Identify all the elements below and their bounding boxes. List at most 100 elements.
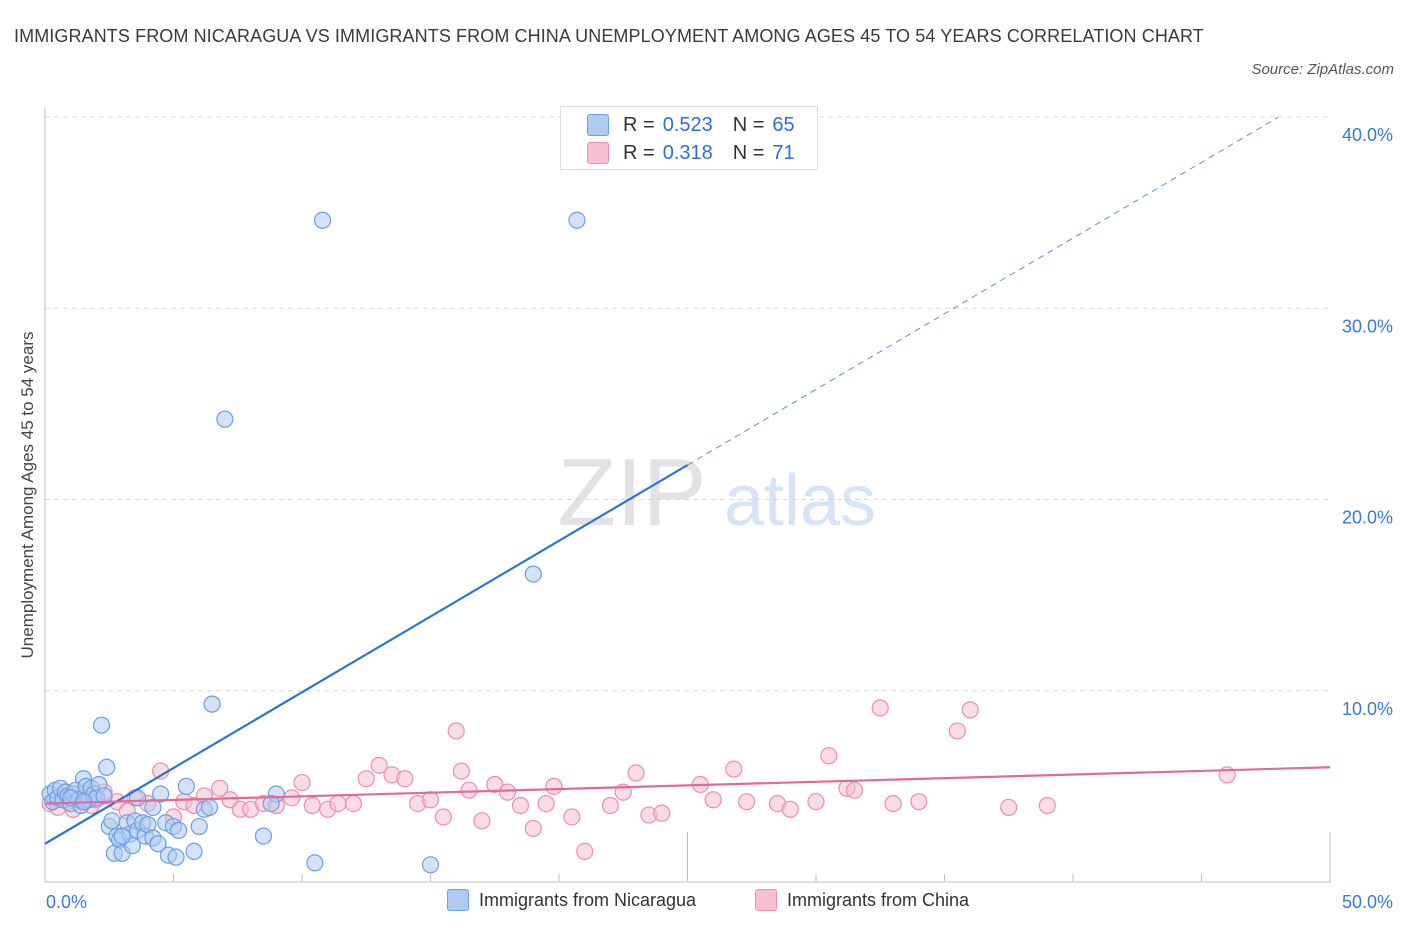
legend-item-nicaragua[interactable]: Immigrants from Nicaragua	[447, 889, 696, 911]
watermark: ZIP atlas	[557, 439, 876, 546]
china-r-value: 0.318	[662, 141, 713, 164]
nicaragua-point	[185, 842, 203, 861]
china-point	[421, 791, 440, 809]
y-tick-label: 20.0%	[1342, 508, 1393, 528]
china-point	[738, 793, 756, 811]
china-point	[460, 781, 478, 799]
china-point	[781, 800, 799, 818]
nicaragua-point	[167, 848, 185, 866]
nicaragua-r-value: 0.523	[662, 113, 713, 136]
nicaragua-point	[306, 854, 324, 872]
china-point	[434, 808, 452, 826]
nicaragua-point	[113, 827, 131, 845]
china-point	[871, 699, 889, 717]
china-legend-swatch	[755, 889, 777, 911]
china-point	[653, 804, 671, 822]
china-point	[211, 779, 229, 797]
china-point	[961, 701, 979, 719]
nicaragua-points	[41, 211, 586, 874]
china-trend-line	[44, 766, 1331, 805]
y-tick-label: 10.0%	[1342, 699, 1393, 719]
source-note: Source: ZipAtlas.com	[1251, 61, 1394, 78]
nicaragua-legend-swatch	[447, 889, 469, 911]
nicaragua-point	[149, 835, 167, 853]
china-point	[303, 796, 321, 815]
nicaragua-trend-extension	[687, 116, 1279, 466]
china-point	[601, 796, 620, 815]
china-legend-label: Immigrants from China	[787, 889, 970, 910]
legend-row-china: R = 0.318 N = 71	[587, 141, 795, 165]
watermark-atlas: atlas	[724, 461, 876, 541]
china-point	[329, 794, 347, 813]
nicaragua-point	[421, 856, 440, 874]
china-point	[845, 781, 864, 799]
nicaragua-point	[103, 812, 121, 830]
china-point	[563, 808, 581, 826]
nicaragua-point	[92, 716, 111, 734]
trend-lines	[44, 116, 1331, 845]
china-point	[537, 794, 555, 813]
nicaragua-point	[98, 758, 116, 776]
x-tick-label-min: 0.0%	[46, 892, 87, 912]
china-point	[545, 777, 563, 795]
china-point	[948, 722, 966, 740]
china-point	[396, 770, 414, 788]
nicaragua-point	[216, 410, 234, 428]
nicaragua-n-value: 65	[772, 113, 795, 136]
r-label: R =	[623, 113, 655, 136]
china-point	[357, 770, 375, 788]
china-point	[524, 819, 542, 838]
n-label: N =	[732, 141, 765, 164]
china-point	[486, 775, 504, 794]
china-point	[807, 793, 825, 811]
nicaragua-point	[254, 827, 273, 845]
nicaragua-point	[152, 785, 170, 803]
nicaragua-legend-label: Immigrants from Nicaragua	[479, 889, 697, 910]
nicaragua-trend-line	[44, 464, 689, 845]
chart-title: IMMIGRANTS FROM NICARAGUA VS IMMIGRANTS …	[14, 26, 1204, 46]
nicaragua-point	[190, 817, 208, 836]
r-label: R =	[623, 141, 655, 164]
china-point	[884, 794, 902, 813]
china-points	[41, 699, 1236, 861]
nicaragua-point	[177, 777, 195, 795]
china-point	[910, 793, 928, 811]
stats-legend: R = 0.523 N = 65 R = 0.318 N = 71	[560, 106, 818, 170]
nicaragua-point	[200, 798, 219, 817]
china-point	[452, 762, 470, 780]
nicaragua-point	[95, 787, 113, 805]
china-point	[627, 764, 645, 782]
tick-labels: 10.0% 20.0% 30.0% 40.0% 0.0% 50.0%	[46, 125, 1393, 912]
china-point	[344, 794, 362, 813]
y-tick-label: 30.0%	[1342, 316, 1393, 336]
y-tick-label: 40.0%	[1342, 125, 1393, 145]
china-point	[820, 747, 838, 765]
china-point	[576, 842, 594, 861]
gridlines	[45, 116, 1330, 692]
china-point	[370, 756, 388, 774]
nicaragua-point	[262, 794, 280, 813]
china-point	[511, 796, 530, 815]
x-tick-label-max: 50.0%	[1342, 892, 1393, 912]
nicaragua-point	[568, 211, 586, 229]
legend-row-nicaragua: R = 0.523 N = 65	[587, 113, 795, 137]
china-swatch	[587, 142, 609, 164]
china-n-value: 71	[772, 141, 795, 164]
china-point	[473, 812, 491, 830]
axes	[44, 107, 1331, 883]
china-point	[293, 773, 311, 792]
china-point	[725, 760, 743, 778]
watermark-zip: ZIP	[557, 439, 706, 546]
china-point	[704, 791, 722, 809]
nicaragua-swatch	[587, 114, 609, 136]
legend-item-china[interactable]: Immigrants from China	[755, 889, 969, 911]
nicaragua-point	[313, 211, 332, 229]
n-label: N =	[732, 113, 765, 136]
china-point	[499, 783, 517, 801]
china-point	[1000, 798, 1018, 817]
nicaragua-point	[170, 821, 188, 839]
nicaragua-point	[144, 798, 162, 817]
nicaragua-point	[203, 695, 221, 713]
china-point	[1038, 796, 1056, 815]
